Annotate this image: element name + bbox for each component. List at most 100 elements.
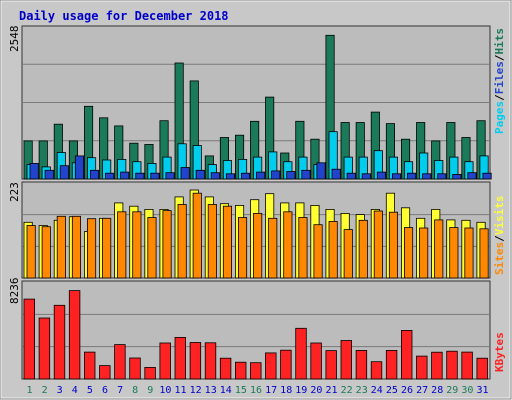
visits-sites-bar	[313, 224, 323, 279]
hits-ymax-label: 2548	[8, 26, 21, 53]
kbytes-kbytes-bar	[295, 327, 307, 380]
hits-pages-bar	[90, 169, 100, 180]
visits-sites-bar	[373, 210, 383, 279]
hits-pages-bar	[271, 170, 281, 180]
hits-pages-bar	[180, 167, 190, 180]
day-label: 28	[431, 385, 443, 396]
kbytes-kbytes-bar	[340, 340, 353, 380]
day-label: 15	[235, 385, 247, 396]
day-label: 12	[190, 385, 202, 396]
day-label: 11	[174, 385, 186, 396]
hits-pages-bar	[225, 173, 236, 180]
kbytes-kbytes-bar	[250, 362, 262, 380]
day-label: 14	[220, 385, 232, 396]
visits-legend: Sites/Visits	[493, 196, 506, 276]
chart-marks	[23, 34, 492, 380]
visits-sites-bar	[237, 217, 248, 279]
day-label: 22	[341, 385, 353, 396]
hits-pages-bar	[195, 169, 205, 180]
hits-pages-bar	[316, 162, 326, 180]
legend-files: Files	[493, 61, 506, 94]
hits-pages-bar	[135, 172, 145, 180]
kbytes-kbytes-bar	[204, 342, 217, 380]
visits-sites-bar	[328, 221, 338, 279]
kbytes-kbytes-bar	[189, 342, 202, 380]
hits-legend: Pages/Files/Hits	[493, 28, 506, 134]
hits-pages-bar	[240, 172, 251, 180]
kbytes-kbytes-bar	[144, 366, 156, 380]
hits-pages-bar	[74, 155, 85, 180]
day-label: 26	[401, 385, 413, 396]
day-label: 24	[371, 385, 383, 396]
legend-visits: Visits	[493, 196, 506, 236]
visits-sites-bar	[177, 204, 187, 279]
kbytes-kbytes-bar	[68, 290, 81, 380]
kbytes-kbytes-bar	[476, 357, 488, 380]
day-label: 10	[159, 385, 171, 396]
kbytes-ymax-label: 8236	[8, 278, 21, 305]
visits-sites-bar	[283, 211, 293, 279]
hits-pages-bar	[120, 171, 130, 180]
hits-pages-bar	[165, 172, 175, 180]
hits-pages-bar	[210, 172, 220, 180]
visits-sites-bar	[479, 228, 489, 279]
hits-pages-bar	[331, 168, 341, 180]
legend-separator: /	[493, 54, 506, 61]
day-labels: 1 2 3 4 5 6 7 8 9 10 11 12 13 14 15 16 17 18 19 20 21 22 23 24 2…	[26, 385, 488, 396]
hits-pages-bar	[422, 173, 432, 180]
visits-sites-bar	[253, 212, 263, 279]
visits-ymax-label: 223	[8, 182, 21, 202]
hits-pages-bar	[256, 171, 266, 180]
day-label: 25	[386, 385, 398, 396]
visits-sites-bar	[268, 217, 278, 279]
legend-hits: Hits	[493, 28, 506, 55]
kbytes-kbytes-bar	[129, 357, 141, 380]
visits-sites-bar	[41, 226, 51, 279]
kbytes-kbytes-bar	[416, 355, 428, 380]
kbytes-kbytes-bar	[400, 329, 413, 380]
kbytes-kbytes-bar	[431, 351, 443, 380]
day-label: 3	[57, 385, 63, 396]
day-label: 1	[26, 385, 32, 396]
kbytes-kbytes-bar	[53, 304, 66, 380]
hits-pages-bar	[437, 173, 447, 180]
day-label: 27	[416, 385, 428, 396]
legend-separator: /	[493, 235, 506, 242]
day-label: 31	[476, 385, 488, 396]
kbytes-kbytes-bar	[234, 361, 247, 380]
visits-sites-bar	[71, 215, 82, 279]
day-label: 4	[72, 385, 78, 396]
legend-sites: Sites	[493, 242, 506, 275]
kbytes-kbytes-bar	[370, 361, 383, 380]
visits-sites-bar	[162, 210, 172, 279]
kbytes-kbytes-bar	[355, 349, 368, 380]
day-label: 20	[310, 385, 322, 396]
legend-pages: Pages	[493, 101, 506, 134]
visits-sites-bar	[343, 229, 353, 279]
kbytes-kbytes-bar	[114, 344, 126, 380]
kbytes-kbytes-bar	[219, 357, 232, 380]
visits-sites-bar	[388, 211, 398, 279]
day-label: 16	[250, 385, 262, 396]
day-label: 21	[325, 385, 337, 396]
day-label: 8	[132, 385, 138, 396]
kbytes-legend: KBytes	[493, 332, 506, 372]
kbytes-kbytes-bar	[23, 298, 36, 380]
day-label: 9	[147, 385, 153, 396]
kbytes-kbytes-bar	[159, 342, 171, 380]
visits-sites-bar	[358, 219, 368, 279]
hits-pages-bar	[105, 172, 115, 180]
kbytes-kbytes-bar	[325, 350, 337, 380]
hits-pages-bar	[376, 171, 386, 180]
visits-sites-bar	[26, 225, 36, 279]
hits-pages-bar	[407, 172, 417, 180]
hits-pages-bar	[346, 172, 356, 180]
hits-pages-bar	[29, 162, 39, 180]
kbytes-kbytes-bar	[38, 317, 51, 380]
hits-pages-bar	[286, 171, 296, 180]
hits-pages-bar	[482, 172, 492, 180]
kbytes-kbytes-bar	[280, 349, 292, 380]
visits-sites-bar	[192, 192, 202, 279]
